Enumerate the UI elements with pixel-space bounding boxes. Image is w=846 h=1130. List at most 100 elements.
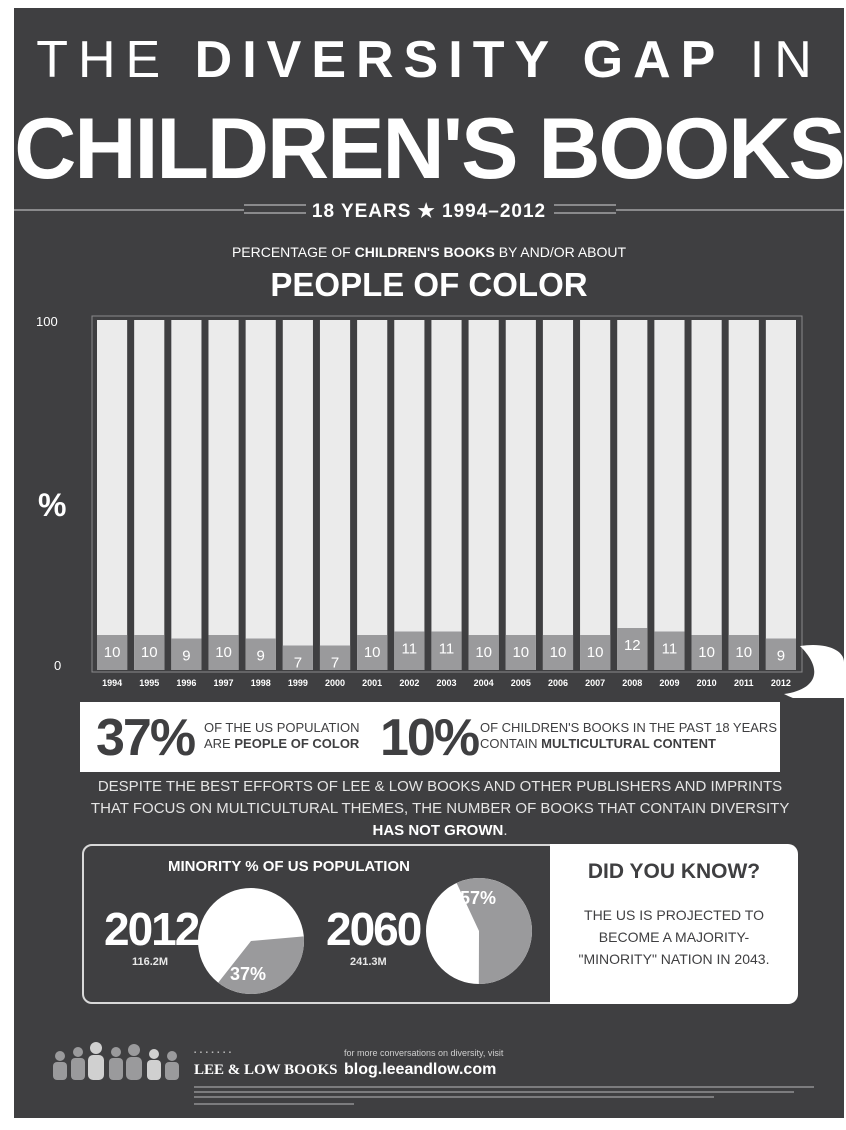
bar-total bbox=[282, 320, 313, 670]
bar-value bbox=[431, 631, 462, 670]
bar-value-label: 10 bbox=[141, 644, 158, 661]
x-tick-label: 1994 bbox=[102, 678, 122, 688]
pie-2060-label: 57% bbox=[460, 888, 497, 908]
left-divider-band bbox=[244, 204, 306, 214]
year-2012: 2012 bbox=[104, 903, 200, 955]
bar-value bbox=[728, 635, 759, 670]
chart-heading-post: BY AND/OR ABOUT bbox=[498, 244, 627, 260]
bar-total bbox=[431, 320, 462, 670]
bar-value-label: 10 bbox=[364, 644, 381, 661]
x-tick-label: 2001 bbox=[362, 678, 382, 688]
stat-books-line1: OF CHILDREN'S BOOKS IN THE PAST 18 YEARS bbox=[480, 720, 777, 735]
x-tick-label: 1997 bbox=[214, 678, 234, 688]
bar-value-label: 11 bbox=[402, 641, 418, 658]
right-divider bbox=[616, 209, 844, 211]
bar-value bbox=[171, 638, 202, 670]
title-line-2: CHILDREN'S BOOKS bbox=[14, 101, 844, 197]
bar-total bbox=[468, 320, 499, 670]
bar-value bbox=[319, 645, 351, 670]
fine-print-line bbox=[194, 1091, 794, 1093]
year-2060: 2060 bbox=[326, 903, 422, 955]
bar-value-label: 10 bbox=[735, 644, 752, 661]
bar-value bbox=[97, 635, 128, 670]
stat-books-line2-pre: CONTAIN bbox=[480, 736, 538, 751]
bar-total bbox=[134, 320, 165, 670]
paragraph-bold: HAS NOT GROWN bbox=[372, 822, 504, 839]
bar-value-label: 10 bbox=[512, 644, 529, 661]
bar-total bbox=[357, 320, 388, 670]
chart-heading-big: PEOPLE OF COLOR bbox=[270, 266, 588, 303]
bar-value-label: 11 bbox=[439, 641, 455, 658]
x-tick-label: 2002 bbox=[399, 678, 419, 688]
x-tick-label: 2006 bbox=[548, 678, 568, 688]
pie-minority-slice bbox=[456, 878, 532, 984]
bar-value-label: 10 bbox=[104, 644, 121, 661]
bar-value-label: 9 bbox=[257, 648, 265, 665]
y-tick-label: 0 bbox=[54, 658, 61, 673]
x-tick-label: 2000 bbox=[325, 678, 345, 688]
y-axis-label: % bbox=[38, 487, 66, 523]
stat-population-percent: 37% bbox=[96, 709, 196, 767]
population-2012: 116.2M bbox=[132, 956, 169, 968]
x-tick-label: 1996 bbox=[176, 678, 196, 688]
bar-value bbox=[468, 635, 499, 670]
stat-population-text: OF THE US POPULATION ARE PEOPLE OF COLOR bbox=[204, 720, 360, 752]
chart-heading-bold: CHILDREN'S BOOKS bbox=[354, 244, 495, 260]
population-box: MINORITY % OF US POPULATION 2012 116.2M … bbox=[82, 844, 552, 1004]
chart-heading-pre: PERCENTAGE OF bbox=[231, 244, 351, 260]
paragraph-text: DESPITE THE BEST EFFORTS OF LEE & LOW BO… bbox=[90, 778, 790, 817]
x-tick-label: 2005 bbox=[511, 678, 531, 688]
x-tick-label: 2009 bbox=[659, 678, 679, 688]
stat-population-line1: OF THE US POPULATION bbox=[204, 720, 360, 735]
bar-total bbox=[394, 320, 425, 670]
bar-total bbox=[542, 320, 574, 670]
bar-total bbox=[580, 320, 611, 670]
bar-total bbox=[691, 320, 722, 670]
years-subtitle: 18 YEARS ★ 1994–2012 bbox=[311, 201, 547, 222]
bar-total bbox=[617, 320, 648, 670]
bar-value-label: 10 bbox=[215, 644, 232, 661]
bar-total bbox=[208, 320, 239, 670]
publisher-name: LEE & LOW BOOKS bbox=[194, 1062, 338, 1078]
more-conversations-text: for more conversations on diversity, vis… bbox=[344, 1048, 504, 1058]
bar-value-label: 7 bbox=[331, 655, 339, 672]
bar-value bbox=[691, 635, 722, 670]
bar-value bbox=[580, 635, 611, 670]
x-tick-label: 1995 bbox=[139, 678, 159, 688]
plot-frame bbox=[91, 315, 803, 673]
bar-value bbox=[505, 635, 536, 670]
title-line-1: THE DIVERSITY GAP IN bbox=[14, 30, 844, 90]
x-tick-label: 1998 bbox=[251, 678, 271, 688]
bar-value-label: 12 bbox=[624, 637, 641, 654]
bar-total bbox=[245, 320, 276, 670]
did-you-know-line2: BECOME A MAJORITY- bbox=[598, 929, 750, 945]
stat-population-line2-bold: PEOPLE OF COLOR bbox=[234, 736, 360, 751]
stat-books-line2: CONTAIN MULTICULTURAL CONTENT bbox=[480, 736, 777, 752]
fine-print-line bbox=[194, 1103, 354, 1105]
bar-total bbox=[728, 320, 759, 670]
x-tick-label: 2012 bbox=[771, 678, 791, 688]
paragraph-end: . bbox=[503, 822, 508, 839]
bar-total bbox=[654, 320, 685, 670]
bar-value-label: 10 bbox=[587, 644, 604, 661]
bar-value-label: 11 bbox=[662, 641, 678, 658]
did-you-know-box: DID YOU KNOW? THE US IS PROJECTED TO BEC… bbox=[550, 844, 798, 1004]
pie-2060 bbox=[426, 878, 532, 984]
bar-value bbox=[245, 638, 276, 670]
diversity-paragraph: DESPITE THE BEST EFFORTS OF LEE & LOW BO… bbox=[80, 776, 800, 842]
population-2060: 241.3M bbox=[350, 956, 387, 968]
did-you-know-line3: "MINORITY" NATION IN 2043. bbox=[578, 951, 770, 967]
stat-population-line2: ARE PEOPLE OF COLOR bbox=[204, 736, 360, 752]
stat-books-line2-bold: MULTICULTURAL CONTENT bbox=[541, 736, 716, 751]
bar-value bbox=[208, 635, 239, 670]
bar-value-label: 7 bbox=[294, 655, 302, 672]
stat-books-text: OF CHILDREN'S BOOKS IN THE PAST 18 YEARS… bbox=[480, 720, 777, 752]
bar-total bbox=[97, 320, 128, 670]
infographic-poster: THE DIVERSITY GAP IN CHILDREN'S BOOKS 18… bbox=[14, 8, 844, 1118]
title-word-the: THE bbox=[36, 31, 171, 89]
right-divider-band bbox=[554, 204, 616, 214]
bar-value bbox=[617, 628, 648, 670]
bar-value bbox=[654, 631, 685, 670]
pie-2012-label: 37% bbox=[230, 964, 267, 984]
blog-link[interactable]: blog.leeandlow.com bbox=[344, 1061, 497, 1078]
